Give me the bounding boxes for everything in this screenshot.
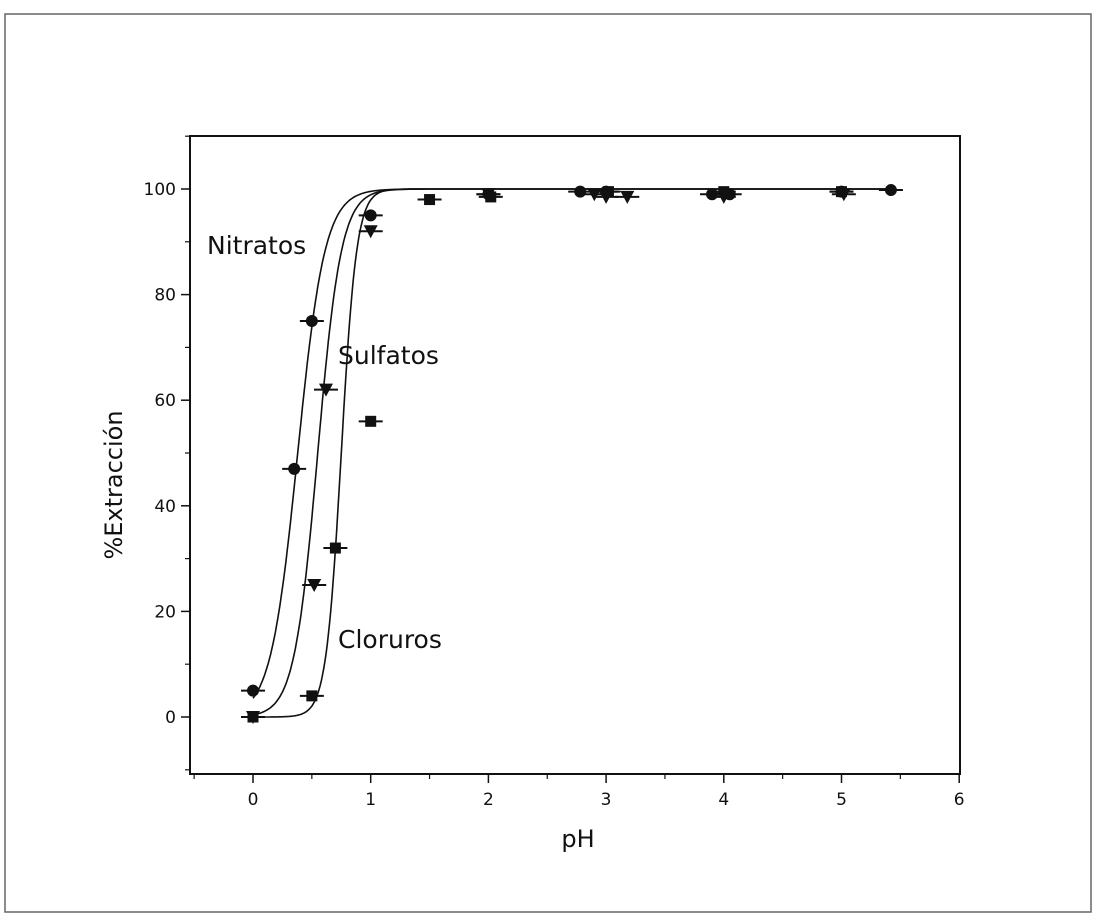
y-tick-label: 20 [154, 602, 176, 622]
x-tick-label: 3 [601, 790, 612, 810]
marker-sulfatos [363, 225, 378, 239]
marker-cloruros [718, 186, 730, 198]
marker-nitratos [247, 684, 259, 697]
y-tick-label: 0 [165, 708, 176, 728]
marker-cloruros [247, 711, 259, 723]
marker-cloruros [602, 186, 614, 198]
marker-cloruros [365, 415, 377, 427]
x-tick-label: 2 [483, 790, 494, 810]
x-tick-label: 5 [836, 790, 847, 810]
x-axis-title: pH [561, 825, 594, 853]
y-tick-label: 40 [154, 497, 176, 517]
series-annotations: Nitratos Sulfatos Cloruros [207, 231, 442, 654]
marker-sulfatos [587, 188, 602, 202]
x-tick-label: 0 [248, 790, 259, 810]
annotation-cloruros: Cloruros [338, 625, 442, 654]
marker-nitratos [884, 184, 897, 197]
x-axis: 0 1 2 3 4 5 6 [193, 774, 965, 810]
y-tick-label: 100 [144, 180, 176, 200]
x-tick-label: 4 [718, 790, 729, 810]
y-axis: 0 20 40 60 80 100 [144, 135, 190, 771]
marker-nitratos [706, 188, 719, 201]
marker-sulfatos [307, 579, 322, 592]
marker-sulfatos [620, 190, 635, 204]
marker-cloruros [836, 186, 847, 198]
annotation-sulfatos: Sulfatos [338, 341, 439, 370]
marker-cloruros [424, 194, 436, 206]
marker-cloruros [485, 191, 497, 203]
x-tick-label: 6 [954, 790, 965, 810]
marker-cloruros [306, 690, 318, 702]
marker-nitratos [288, 462, 301, 475]
y-tick-label: 60 [154, 391, 176, 411]
marker-nitratos [574, 185, 587, 198]
marker-cloruros [329, 542, 341, 554]
data-markers [246, 184, 897, 724]
y-tick-label: 80 [154, 286, 176, 306]
annotation-nitratos: Nitratos [207, 231, 306, 260]
x-tick-label: 1 [365, 790, 376, 810]
marker-nitratos [364, 209, 377, 222]
marker-sulfatos [318, 383, 333, 397]
y-axis-title: %Extracción [100, 410, 128, 559]
marker-nitratos [305, 315, 318, 327]
